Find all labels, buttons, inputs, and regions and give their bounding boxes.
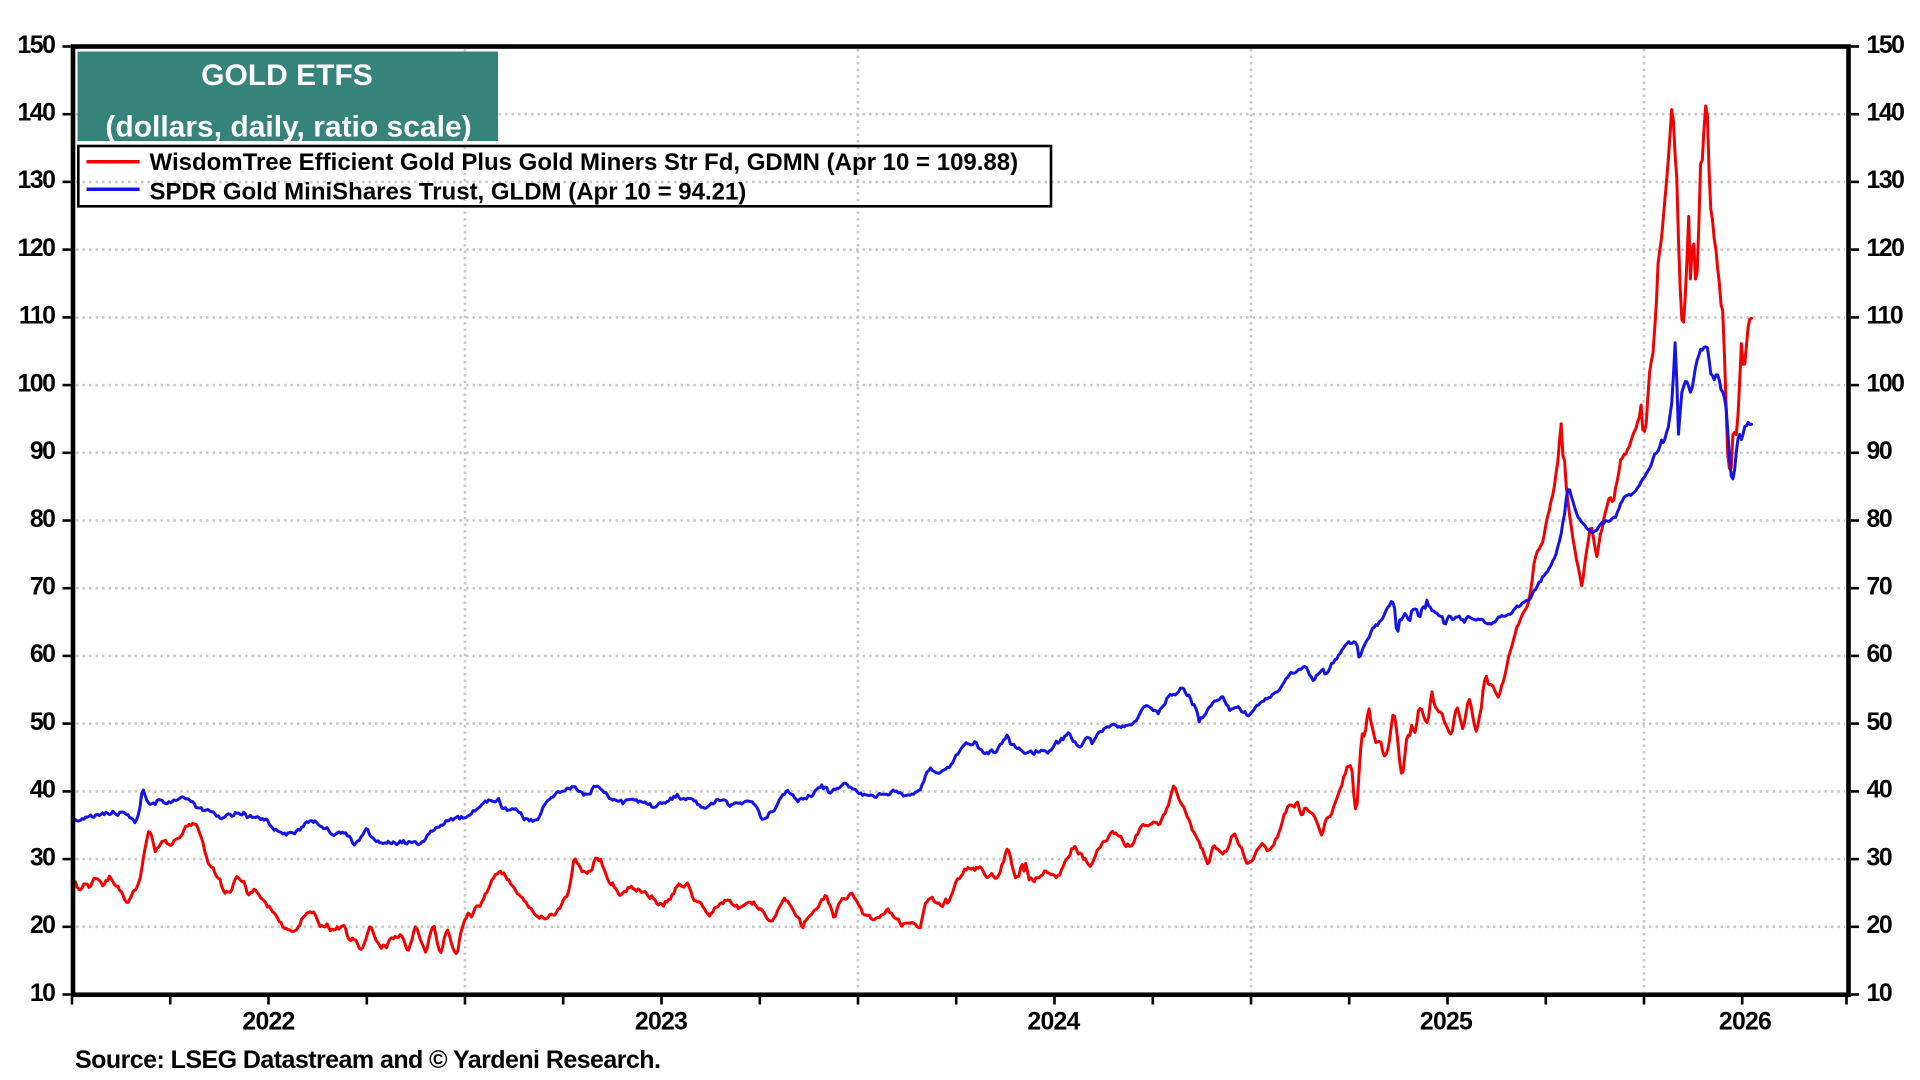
svg-text:2026: 2026 — [1719, 1009, 1771, 1036]
svg-text:120: 120 — [17, 235, 55, 262]
svg-text:90: 90 — [30, 438, 55, 465]
svg-text:70: 70 — [1867, 574, 1892, 601]
svg-text:GOLD ETFS: GOLD ETFS — [201, 59, 373, 92]
svg-text:2025: 2025 — [1420, 1009, 1473, 1036]
svg-text:30: 30 — [1867, 844, 1892, 871]
svg-text:2023: 2023 — [635, 1009, 687, 1036]
svg-text:90: 90 — [1867, 438, 1892, 465]
svg-text:100: 100 — [1867, 370, 1905, 397]
svg-text:110: 110 — [19, 303, 55, 330]
svg-text:100: 100 — [17, 370, 55, 397]
svg-text:140: 140 — [17, 100, 55, 127]
svg-text:20: 20 — [1867, 912, 1892, 939]
svg-text:2022: 2022 — [242, 1009, 294, 1036]
svg-text:Source: LSEG Datastream and ©: Source: LSEG Datastream and © Yardeni Re… — [75, 1046, 660, 1074]
svg-text:20: 20 — [30, 912, 55, 939]
svg-text:70: 70 — [30, 574, 55, 601]
svg-text:150: 150 — [17, 32, 55, 59]
svg-text:30: 30 — [30, 844, 55, 871]
svg-text:10: 10 — [1867, 980, 1892, 1007]
svg-text:120: 120 — [1867, 235, 1905, 262]
svg-text:60: 60 — [1867, 641, 1892, 668]
svg-text:2024: 2024 — [1027, 1009, 1080, 1036]
svg-text:(dollars, daily, ratio scale): (dollars, daily, ratio scale) — [105, 111, 471, 144]
svg-text:50: 50 — [1867, 709, 1892, 736]
svg-text:140: 140 — [1867, 100, 1905, 127]
svg-text:10: 10 — [30, 980, 55, 1007]
svg-text:40: 40 — [1867, 777, 1892, 804]
svg-text:60: 60 — [30, 641, 55, 668]
svg-text:80: 80 — [1867, 506, 1892, 533]
svg-text:WisdomTree Efficient Gold Plus: WisdomTree Efficient Gold Plus Gold Mine… — [150, 149, 1019, 176]
svg-text:80: 80 — [30, 506, 55, 533]
svg-text:150: 150 — [1867, 32, 1905, 59]
svg-text:130: 130 — [17, 167, 55, 194]
svg-text:50: 50 — [30, 709, 55, 736]
svg-text:SPDR Gold MiniShares Trust, GL: SPDR Gold MiniShares Trust, GLDM (Apr 10… — [150, 179, 747, 206]
svg-text:130: 130 — [1867, 167, 1905, 194]
svg-text:110: 110 — [1867, 303, 1903, 330]
svg-text:40: 40 — [30, 777, 55, 804]
